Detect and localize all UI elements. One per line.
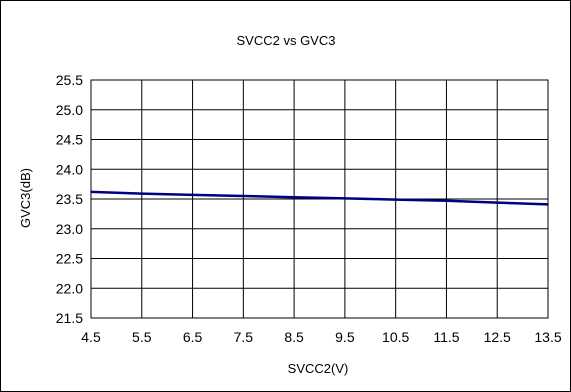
data-point	[547, 203, 549, 206]
x-tick-label: 6.5	[183, 329, 203, 345]
x-tick-label: 7.5	[234, 329, 254, 345]
data-point	[191, 194, 194, 196]
data-point	[293, 196, 295, 199]
x-tick-label: 5.5	[132, 329, 152, 345]
y-tick-label: 25.0	[56, 102, 83, 118]
y-tick-label: 23.0	[56, 221, 83, 237]
y-tick-label: 24.0	[56, 161, 83, 177]
x-tick-label: 10.5	[382, 329, 409, 345]
x-tick-label: 8.5	[284, 329, 304, 345]
y-tick-label: 24.5	[56, 132, 83, 148]
x-axis-label: SVCC2(V)	[288, 361, 349, 376]
data-point	[140, 192, 143, 195]
y-tick-label: 21.5	[56, 310, 83, 326]
y-tick-label: 22.5	[56, 251, 83, 267]
chart-title: SVCC2 vs GVC3	[237, 33, 336, 48]
x-tick-label: 4.5	[81, 329, 101, 345]
x-tick-label: 9.5	[335, 329, 355, 345]
data-point	[496, 201, 499, 204]
series-line	[90, 190, 549, 206]
data-point	[445, 199, 448, 202]
data-point	[394, 198, 397, 201]
y-tick-label: 22.0	[56, 280, 83, 296]
data-point	[344, 197, 346, 200]
x-tick-label: 12.5	[484, 329, 511, 345]
y-tick-label: 25.5	[56, 72, 83, 88]
y-axis-label: GVC3(dB)	[18, 168, 33, 228]
plot-area: 25.5 25.0 24.5 24.0 23.5 23.0 22.5 22.0 21.5 4.5 5…	[56, 72, 562, 345]
data-point	[90, 191, 92, 193]
plot-border	[90, 79, 549, 319]
y-tick-label: 23.5	[56, 191, 83, 207]
x-tick-label: 13.5	[534, 329, 561, 345]
x-tick-label: 11.5	[433, 329, 459, 345]
data-point	[242, 195, 245, 197]
